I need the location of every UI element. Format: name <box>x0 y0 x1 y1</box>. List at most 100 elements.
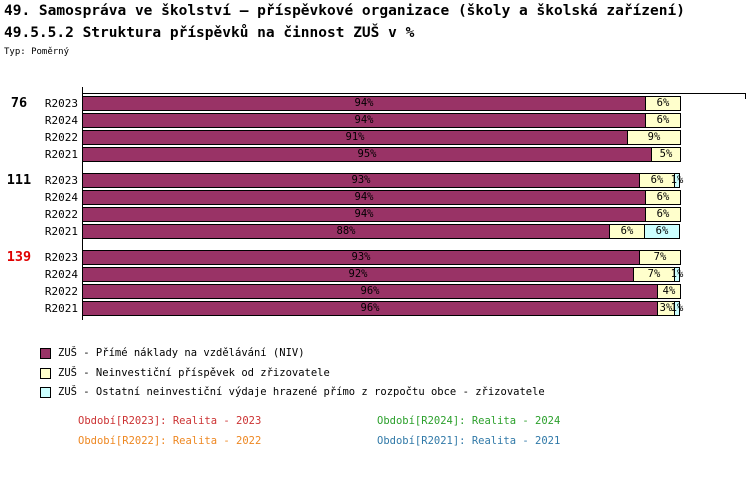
legend-label: ZUŠ - Ostatní neinvestiční výdaje hrazen… <box>58 386 545 398</box>
bar-segment-prispevek-zrizovatele: 7% <box>639 250 681 265</box>
page-title: 49. Samospráva ve školství – příspěvkové… <box>4 3 685 19</box>
bar-segment-prispevek-zrizovatele: 7% <box>633 267 675 282</box>
segment-value-label: 94% <box>354 114 374 126</box>
bar-segment-niv: 96% <box>82 301 658 316</box>
segment-value-label: 95% <box>357 148 377 160</box>
row-period-label: R2024 <box>44 114 78 127</box>
segment-value-label: 5% <box>659 148 673 160</box>
segment-value-label: 94% <box>354 191 374 203</box>
stacked-bar: 96% 3% 1% <box>82 301 683 316</box>
bar-segment-prispevek-zrizovatele: 4% <box>657 284 681 299</box>
stacked-bar: 94% 6% <box>82 207 681 222</box>
bar-segment-prispevek-zrizovatele: 5% <box>651 147 681 162</box>
stacked-bar: 93% 6% 1% <box>82 173 683 188</box>
segment-value-label: 6% <box>656 208 670 220</box>
segment-value-label: 7% <box>647 268 661 280</box>
segment-value-label: 88% <box>336 225 356 237</box>
legend-label: ZUŠ - Přímé náklady na vzdělávání (NIV) <box>58 347 305 359</box>
bar-segment-niv: 94% <box>82 113 646 128</box>
group-label-76: 76 <box>10 95 28 111</box>
bar-segment-niv: 95% <box>82 147 652 162</box>
segment-value-label: 4% <box>662 285 676 297</box>
bar-segment-niv: 92% <box>82 267 634 282</box>
row-period-label: R2022 <box>44 285 78 298</box>
legend-item: ZUŠ - Přímé náklady na vzdělávání (NIV) <box>40 348 305 359</box>
row-period-label: R2023 <box>44 174 78 187</box>
bar-segment-niv: 93% <box>82 250 640 265</box>
footnote-period-r2021: Období[R2021]: Realita - 2021 <box>377 435 561 447</box>
footnote-period-r2023: Období[R2023]: Realita - 2023 <box>78 415 262 427</box>
segment-value-label: 3% <box>659 302 673 314</box>
bar-segment-niv: 94% <box>82 96 646 111</box>
bar-segment-prispevek-zrizovatele: 6% <box>639 173 675 188</box>
footnote-period-r2024: Období[R2024]: Realita - 2024 <box>377 415 561 427</box>
segment-value-label: 91% <box>345 131 365 143</box>
row-period-label: R2022 <box>44 208 78 221</box>
axis-line-top <box>82 93 746 94</box>
bar-segment-ostatni-vydaje: 6% <box>644 224 680 239</box>
legend-swatch-primary-costs <box>40 348 51 359</box>
bar-segment-niv: 93% <box>82 173 640 188</box>
chart-type-label: Typ: Poměrný <box>4 47 70 57</box>
segment-value-label: 93% <box>351 174 371 186</box>
segment-value-label: 9% <box>647 131 661 143</box>
legend-item: ZUŠ - Ostatní neinvestiční výdaje hrazen… <box>40 387 545 398</box>
segment-value-label: 94% <box>354 208 374 220</box>
bar-segment-prispevek-zrizovatele: 6% <box>609 224 645 239</box>
bar-segment-ostatni-vydaje: 1% <box>671 173 683 188</box>
row-period-label: R2023 <box>44 97 78 110</box>
stacked-bar: 96% 4% <box>82 284 681 299</box>
footnote-period-r2022: Období[R2022]: Realita - 2022 <box>78 435 262 447</box>
bar-segment-niv: 94% <box>82 190 646 205</box>
segment-value-label: 6% <box>650 174 664 186</box>
segment-value-label: 7% <box>653 251 667 263</box>
row-period-label: R2023 <box>44 251 78 264</box>
bar-segment-prispevek-zrizovatele: 6% <box>645 207 681 222</box>
segment-value-label: 94% <box>354 97 374 109</box>
segment-value-label: 6% <box>656 191 670 203</box>
bar-segment-prispevek-zrizovatele: 9% <box>627 130 681 145</box>
bar-segment-prispevek-zrizovatele: 6% <box>645 190 681 205</box>
axis-right-tick <box>745 93 746 99</box>
segment-value-label: 6% <box>655 225 669 237</box>
row-period-label: R2022 <box>44 131 78 144</box>
segment-value-label: 1% <box>670 268 684 280</box>
bar-segment-niv: 94% <box>82 207 646 222</box>
segment-value-label: 92% <box>348 268 368 280</box>
bar-segment-niv: 96% <box>82 284 658 299</box>
stacked-bar: 94% 6% <box>82 96 681 111</box>
segment-value-label: 1% <box>670 174 684 186</box>
stacked-bar: 93% 7% <box>82 250 681 265</box>
segment-value-label: 1% <box>670 302 684 314</box>
segment-value-label: 96% <box>360 285 380 297</box>
row-period-label: R2024 <box>44 191 78 204</box>
legend-label: ZUŠ - Neinvestiční příspěvek od zřizovat… <box>58 367 330 379</box>
bar-segment-prispevek-zrizovatele: 6% <box>645 113 681 128</box>
bar-segment-ostatni-vydaje: 1% <box>671 301 683 316</box>
stacked-bar: 91% 9% <box>82 130 681 145</box>
bar-segment-niv: 88% <box>82 224 610 239</box>
page-subtitle: 49.5.5.2 Struktura příspěvků na činnost … <box>4 25 415 41</box>
row-period-label: R2021 <box>44 302 78 315</box>
stacked-bar: 95% 5% <box>82 147 681 162</box>
bar-segment-niv: 91% <box>82 130 628 145</box>
segment-value-label: 6% <box>656 114 670 126</box>
row-period-label: R2021 <box>44 225 78 238</box>
group-label-139: 139 <box>6 249 32 265</box>
segment-value-label: 6% <box>656 97 670 109</box>
stacked-bar: 92% 7% 1% <box>82 267 683 282</box>
segment-value-label: 93% <box>351 251 371 263</box>
bar-segment-prispevek-zrizovatele: 3% <box>657 301 675 316</box>
segment-value-label: 96% <box>360 302 380 314</box>
stacked-bar: 94% 6% <box>82 113 681 128</box>
segment-value-label: 6% <box>620 225 634 237</box>
row-period-label: R2024 <box>44 268 78 281</box>
stacked-bar: 94% 6% <box>82 190 681 205</box>
legend-swatch-founder-contribution <box>40 368 51 379</box>
legend-item: ZUŠ - Neinvestiční příspěvek od zřizovat… <box>40 368 330 379</box>
bar-segment-ostatni-vydaje: 1% <box>671 267 683 282</box>
row-period-label: R2021 <box>44 148 78 161</box>
legend-swatch-other-expenses <box>40 387 51 398</box>
stacked-bar: 88% 6% 6% <box>82 224 680 239</box>
